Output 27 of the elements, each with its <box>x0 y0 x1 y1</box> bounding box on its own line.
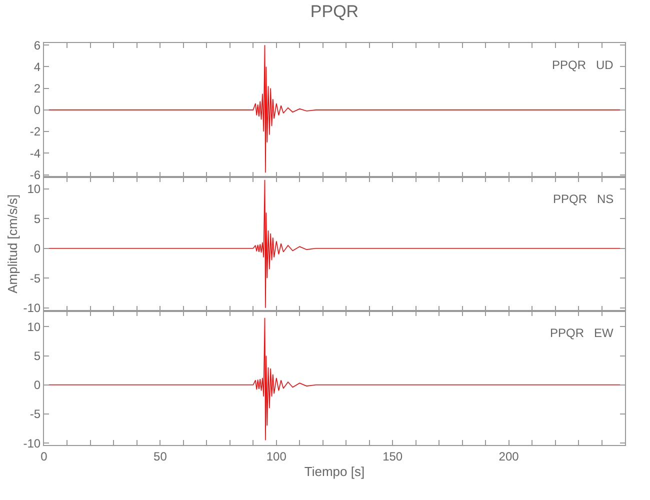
x-tick-label: 150 <box>382 449 403 464</box>
y-tick-label: -5 <box>30 271 41 286</box>
y-tick-label: 10 <box>27 182 41 196</box>
x-tick-label: 50 <box>154 449 168 464</box>
x-tick-label: 200 <box>498 449 520 464</box>
y-axis-title: Amplitud [cm/s/s] <box>5 194 20 294</box>
annotation: PPQR NS <box>553 192 614 206</box>
y-tick-label: -4 <box>30 146 41 160</box>
y-tick-label: -6 <box>30 168 41 182</box>
y-tick-label: 10 <box>27 320 41 334</box>
y-tick-label: 2 <box>34 82 41 96</box>
annotation: PPQR EW <box>550 326 614 340</box>
y-tick-label: 0 <box>34 242 41 256</box>
chart-title: PPQR <box>310 2 359 21</box>
annotation: PPQR UD <box>552 58 614 72</box>
x-tick-label: 100 <box>266 449 287 464</box>
y-tick-label: 5 <box>34 348 41 363</box>
y-tick-label: -5 <box>30 407 41 422</box>
y-tick-label: -2 <box>30 124 41 139</box>
y-tick-label: 0 <box>34 103 41 118</box>
y-tick-label: 0 <box>34 378 41 392</box>
y-tick-label: -10 <box>23 436 41 450</box>
y-tick-label: 5 <box>34 212 41 226</box>
y-tick-label: 4 <box>34 60 41 74</box>
y-tick-label: 6 <box>34 38 41 52</box>
y-tick-label: -10 <box>23 301 41 316</box>
x-axis-title: Tiempo [s] <box>304 464 365 479</box>
